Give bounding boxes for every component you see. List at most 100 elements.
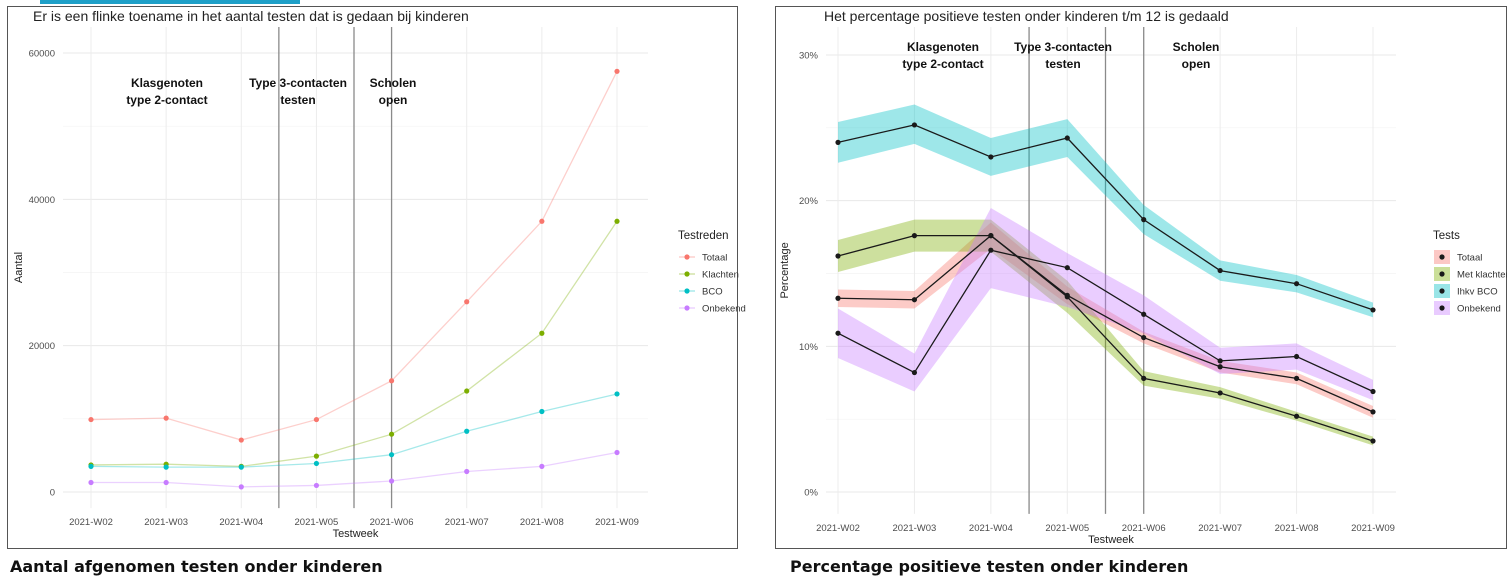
chart-count-svg: Klasgenoten type 2-contact Type 3-contacte…	[13, 27, 746, 540]
data-point-totaal	[835, 295, 841, 301]
x-axis-title: Testweek	[333, 528, 379, 540]
data-point-ihkv-bco	[988, 154, 994, 160]
data-point-ihkv-bco	[1141, 217, 1147, 223]
data-point-onbekend	[911, 369, 918, 376]
data-point-onbekend	[464, 468, 470, 475]
data-point-klachten	[539, 330, 545, 336]
x-tick-label: 2021-W05	[295, 517, 339, 528]
y-tick-label: 60000	[29, 49, 55, 60]
data-point-totaal	[388, 378, 395, 384]
legend-key-point	[684, 271, 690, 277]
confidence-band-ihkv-bco	[838, 104, 1373, 318]
data-point-totaal	[1370, 409, 1376, 415]
data-point-bco	[313, 460, 320, 467]
data-point-bco	[614, 391, 620, 397]
data-point-onbekend	[1293, 353, 1300, 360]
legend-label: Klachten	[702, 270, 739, 281]
data-point-ihkv-bco	[1370, 307, 1376, 313]
data-point-met-klachten	[988, 233, 994, 239]
annotation-label: Scholen	[1173, 40, 1220, 54]
data-point-totaal	[614, 68, 620, 74]
chart-panel-count: Er is een flinke toename in het aantal t…	[7, 6, 746, 549]
data-point-totaal	[1141, 334, 1147, 341]
x-tick-label: 2021-W06	[370, 517, 414, 528]
y-tick-label: 10%	[799, 342, 819, 353]
annotation-label: Type 3-contacten	[249, 76, 347, 90]
data-point-ihkv-bco	[911, 122, 918, 128]
legend-label: Onbekend	[1457, 304, 1501, 315]
legend-label: Onbekend	[702, 304, 746, 315]
legend-label: Totaal	[702, 253, 727, 264]
data-point-totaal	[238, 437, 244, 443]
chart-title-count: Er is een flinke toename in het aantal t…	[33, 8, 469, 24]
chart-percentage-svg: Klasgenoten type 2-contact Type 3-contacte…	[779, 27, 1507, 546]
data-point-onbekend	[88, 479, 94, 486]
y-axis-title: Percentage	[779, 242, 791, 298]
data-point-met-klachten	[835, 253, 841, 259]
data-point-bco	[88, 463, 94, 469]
x-tick-label: 2021-W07	[445, 517, 489, 528]
annotation-label: Klasgenoten	[131, 76, 203, 90]
data-point-klachten	[464, 388, 470, 394]
y-tick-label: 30%	[799, 51, 819, 62]
x-tick-label: 2021-W08	[1275, 523, 1319, 534]
chart-title-percentage: Het percentage positieve testen onder ki…	[824, 8, 1229, 24]
annotation-label: testen	[1045, 57, 1080, 71]
x-tick-label: 2021-W03	[893, 523, 937, 534]
y-tick-label: 20000	[29, 341, 55, 352]
x-tick-label: 2021-W07	[1198, 523, 1242, 534]
data-point-onbekend	[1370, 388, 1376, 395]
legend-label: BCO	[702, 287, 723, 298]
data-point-met-klachten	[1064, 294, 1070, 300]
annotation-label: Type 3-contacten	[1014, 40, 1112, 54]
data-point-onbekend	[163, 479, 169, 486]
data-point-bco	[464, 428, 470, 434]
annotation-label: Scholen	[370, 76, 417, 90]
data-point-totaal	[1293, 375, 1300, 381]
data-point-ihkv-bco	[1217, 267, 1223, 274]
legend: Tests Totaal Met klachten Ihkv BCO Onbekend	[1433, 230, 1507, 315]
x-tick-label: 2021-W04	[969, 523, 1013, 534]
data-point-totaal	[539, 218, 545, 224]
data-point-totaal	[313, 416, 320, 423]
x-tick-label: 2021-W06	[1122, 523, 1166, 534]
x-tick-label: 2021-W09	[595, 517, 639, 528]
data-point-klachten	[614, 218, 620, 224]
series-line-totaal	[837, 234, 1374, 413]
confidence-band-onbekend	[838, 207, 1373, 401]
legend-label: Met klachten	[1457, 270, 1507, 281]
annotation-label: type 2-contact	[902, 57, 983, 71]
confidence-band-met-klachten	[838, 219, 1373, 446]
data-point-bco	[163, 464, 169, 470]
legend-key-point	[684, 305, 690, 311]
data-point-onbekend	[1141, 311, 1147, 317]
data-point-totaal	[88, 416, 94, 423]
data-point-met-klachten	[1293, 413, 1300, 419]
data-point-totaal	[464, 299, 470, 305]
y-axis-title: Aantal	[13, 252, 25, 283]
legend-key-point	[1439, 271, 1445, 277]
series-line-bco	[90, 393, 618, 468]
y-tick-label: 40000	[29, 195, 55, 206]
data-point-ihkv-bco	[1064, 135, 1070, 141]
caption-count: Aantal afgenomen testen onder kinderen	[10, 557, 383, 576]
data-point-onbekend	[1064, 265, 1070, 271]
data-point-klachten	[388, 431, 395, 437]
x-tick-label: 2021-W04	[219, 517, 263, 528]
data-point-onbekend	[539, 463, 545, 469]
x-tick-label: 2021-W08	[520, 517, 564, 528]
series-line-onbekend	[837, 249, 1374, 393]
series-line-onbekend	[91, 451, 618, 488]
series-line-totaal	[90, 71, 618, 441]
y-tick-label: 20%	[799, 196, 819, 207]
data-point-onbekend	[1217, 358, 1223, 364]
header-accent-bar	[40, 0, 300, 4]
annotation-label: testen	[280, 93, 315, 107]
data-point-klachten	[313, 453, 320, 459]
legend-title: Tests	[1433, 230, 1460, 242]
data-point-met-klachten	[1370, 438, 1376, 444]
x-tick-label: 2021-W05	[1045, 523, 1089, 534]
gridlines	[826, 27, 1396, 514]
data-point-met-klachten	[1141, 375, 1147, 381]
annotation-label: open	[379, 93, 408, 107]
